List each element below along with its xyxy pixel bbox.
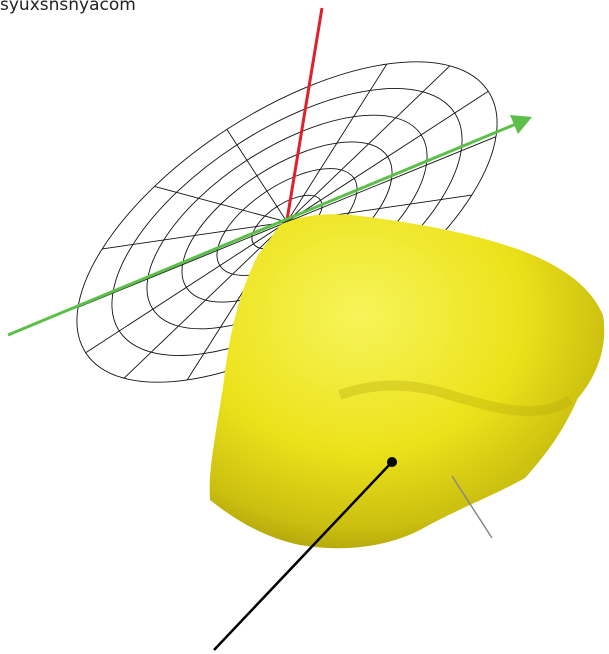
caption: syuxsnsnyacom — [0, 0, 136, 15]
red-axis — [285, 7, 324, 221]
yellow-shape — [209, 214, 605, 549]
pointer-dot — [387, 457, 397, 467]
pointer-line — [213, 461, 393, 651]
shape-shading — [338, 380, 573, 417]
gray-line — [451, 475, 493, 539]
green-arrowhead — [510, 115, 532, 134]
green-axis — [7, 122, 517, 337]
